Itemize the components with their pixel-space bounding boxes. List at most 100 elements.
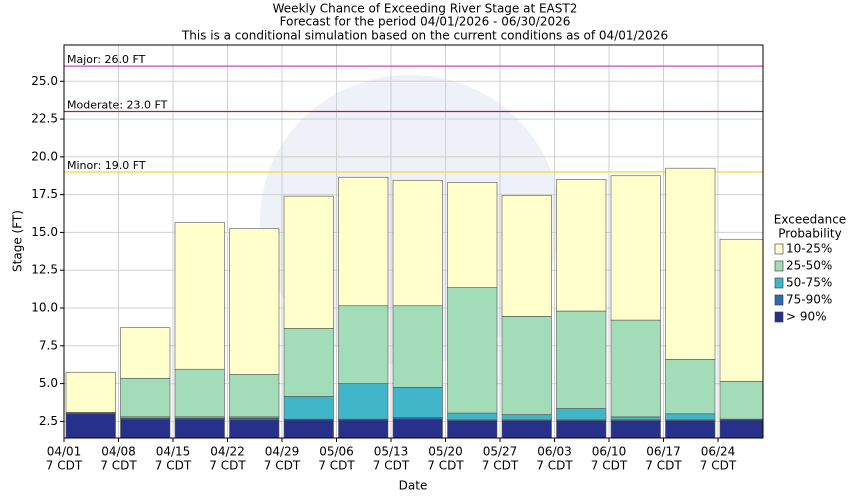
y-tick-label: 22.5	[31, 112, 58, 126]
bar-segment	[447, 287, 498, 414]
bar-segment	[283, 328, 334, 397]
legend-swatch	[774, 311, 784, 323]
y-axis-label: Stage (FT)	[11, 210, 25, 272]
legend-swatch	[774, 243, 784, 255]
bar-segment	[392, 179, 443, 307]
x-tick-label: 04/15	[156, 445, 191, 459]
legend-title: Probability	[778, 227, 841, 241]
bar-segment	[120, 418, 171, 439]
x-tick-sublabel: 7 CDT	[482, 459, 519, 473]
bar-segment	[338, 305, 389, 384]
x-tick-sublabel: 7 CDT	[700, 459, 737, 473]
bar-segment	[65, 413, 116, 439]
bar-segment	[174, 418, 225, 439]
x-tick-sublabel: 7 CDT	[46, 459, 83, 473]
bar-segment	[229, 228, 280, 375]
legend-label: 75-90%	[786, 293, 832, 307]
legend-swatch	[774, 277, 784, 289]
y-tick-label: 7.5	[39, 338, 58, 352]
bar-segment	[665, 167, 716, 360]
x-tick-sublabel: 7 CDT	[155, 459, 192, 473]
bar-segment	[447, 420, 498, 439]
bar-segment	[229, 374, 280, 418]
bar-segment	[501, 316, 552, 415]
bar-segment	[665, 420, 716, 439]
plot-frame	[63, 44, 764, 439]
bar-segment	[447, 412, 498, 421]
bar-segment	[719, 381, 764, 420]
chart-title: Weekly Chance of Exceeding River Stage a…	[273, 2, 578, 16]
x-tick-sublabel: 7 CDT	[591, 459, 628, 473]
x-tick-label: 04/08	[101, 445, 136, 459]
x-tick-sublabel: 7 CDT	[536, 459, 573, 473]
bar-segment	[120, 377, 171, 418]
chart-subtitle: Forecast for the period 04/01/2026 - 06/…	[280, 15, 571, 29]
bar-segment	[501, 420, 552, 439]
bar-segment	[229, 419, 280, 439]
bar-segment	[556, 179, 607, 312]
x-tick-sublabel: 7 CDT	[645, 459, 682, 473]
bar-segment	[501, 195, 552, 317]
bar-segment	[610, 175, 661, 321]
legend-label: 10-25%	[786, 242, 832, 256]
y-tick-label: 10.0	[31, 301, 58, 315]
y-tick-label: 25.0	[31, 74, 58, 88]
y-tick-label: 17.5	[31, 187, 58, 201]
bar-segment	[392, 305, 443, 388]
y-tick-label: 2.5	[39, 414, 58, 428]
bar-segment	[65, 371, 116, 413]
bar-segment	[283, 419, 334, 439]
bar-segment	[719, 238, 764, 382]
x-tick-label: 04/22	[210, 445, 245, 459]
x-tick-sublabel: 7 CDT	[427, 459, 464, 473]
bar-segment	[610, 420, 661, 439]
legend-title: Exceedance	[774, 213, 846, 227]
x-tick-sublabel: 7 CDT	[318, 459, 355, 473]
x-tick-label: 04/29	[265, 445, 300, 459]
bar-segment	[338, 176, 389, 307]
legend-label: 50-75%	[786, 276, 832, 290]
y-tick-label: 20.0	[31, 149, 58, 163]
x-tick-label: 05/06	[319, 445, 354, 459]
x-tick-sublabel: 7 CDT	[209, 459, 246, 473]
x-tick-sublabel: 7 CDT	[264, 459, 301, 473]
x-tick-label: 05/27	[483, 445, 518, 459]
x-tick-sublabel: 7 CDT	[100, 459, 137, 473]
bar-segment	[556, 310, 607, 409]
bar-segment	[665, 359, 716, 415]
y-tick-label: 5.0	[39, 376, 58, 390]
bar-segment	[556, 420, 607, 439]
legend-label: 25-50%	[786, 259, 832, 273]
bar-segment	[556, 408, 607, 421]
threshold-label: Minor: 19.0 FT	[67, 159, 146, 172]
x-tick-sublabel: 7 CDT	[373, 459, 410, 473]
bar-segment	[392, 387, 443, 418]
bar-segment	[501, 414, 552, 421]
legend-swatch	[774, 294, 784, 306]
bar-segment	[120, 327, 171, 379]
threshold-label: Major: 26.0 FT	[67, 53, 146, 66]
chart-subtitle: This is a conditional simulation based o…	[181, 29, 668, 43]
bar-segment	[719, 419, 764, 439]
x-tick-label: 06/17	[646, 445, 681, 459]
bar-segment	[283, 195, 334, 329]
bar-segment	[174, 222, 225, 370]
y-tick-label: 12.5	[31, 263, 58, 277]
x-tick-label: 06/24	[701, 445, 736, 459]
x-tick-label: 06/03	[537, 445, 572, 459]
x-tick-label: 05/13	[374, 445, 409, 459]
bar-segment	[610, 319, 661, 418]
bar-segment	[338, 383, 389, 420]
legend-label: > 90%	[786, 310, 827, 324]
bar-segment	[392, 418, 443, 439]
bar-segment	[283, 396, 334, 420]
bar-segment	[665, 413, 716, 421]
bar-segment	[447, 182, 498, 288]
x-axis-label: Date	[399, 479, 428, 493]
threshold-label: Moderate: 23.0 FT	[67, 99, 168, 112]
bar-segment	[338, 419, 389, 439]
bar-segment	[174, 368, 225, 418]
legend-swatch	[774, 260, 784, 272]
y-tick-label: 15.0	[31, 225, 58, 239]
